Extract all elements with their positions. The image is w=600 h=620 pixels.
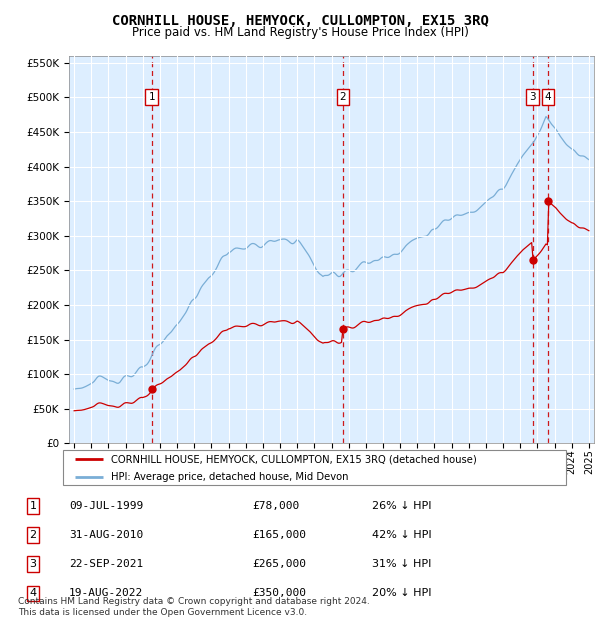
Text: HPI: Average price, detached house, Mid Devon: HPI: Average price, detached house, Mid …	[111, 472, 349, 482]
Text: Contains HM Land Registry data © Crown copyright and database right 2024.: Contains HM Land Registry data © Crown c…	[18, 597, 370, 606]
Text: £265,000: £265,000	[252, 559, 306, 569]
Text: £350,000: £350,000	[252, 588, 306, 598]
Text: 09-JUL-1999: 09-JUL-1999	[69, 501, 143, 511]
Text: £165,000: £165,000	[252, 530, 306, 540]
Text: 1: 1	[148, 92, 155, 102]
Text: 19-AUG-2022: 19-AUG-2022	[69, 588, 143, 598]
Text: 4: 4	[29, 588, 37, 598]
Text: 20% ↓ HPI: 20% ↓ HPI	[372, 588, 431, 598]
Text: 2: 2	[29, 530, 37, 540]
Text: 4: 4	[545, 92, 551, 102]
Text: 2: 2	[340, 92, 346, 102]
Text: 31% ↓ HPI: 31% ↓ HPI	[372, 559, 431, 569]
Text: 22-SEP-2021: 22-SEP-2021	[69, 559, 143, 569]
Text: 1: 1	[29, 501, 37, 511]
Text: CORNHILL HOUSE, HEMYOCK, CULLOMPTON, EX15 3RQ: CORNHILL HOUSE, HEMYOCK, CULLOMPTON, EX1…	[112, 14, 488, 28]
Text: £78,000: £78,000	[252, 501, 299, 511]
Text: CORNHILL HOUSE, HEMYOCK, CULLOMPTON, EX15 3RQ (detached house): CORNHILL HOUSE, HEMYOCK, CULLOMPTON, EX1…	[111, 454, 477, 464]
Text: 3: 3	[29, 559, 37, 569]
Text: 3: 3	[529, 92, 536, 102]
Text: This data is licensed under the Open Government Licence v3.0.: This data is licensed under the Open Gov…	[18, 608, 307, 617]
Text: Price paid vs. HM Land Registry's House Price Index (HPI): Price paid vs. HM Land Registry's House …	[131, 26, 469, 39]
Text: 31-AUG-2010: 31-AUG-2010	[69, 530, 143, 540]
Text: 26% ↓ HPI: 26% ↓ HPI	[372, 501, 431, 511]
Text: 42% ↓ HPI: 42% ↓ HPI	[372, 530, 431, 540]
FancyBboxPatch shape	[62, 450, 566, 485]
